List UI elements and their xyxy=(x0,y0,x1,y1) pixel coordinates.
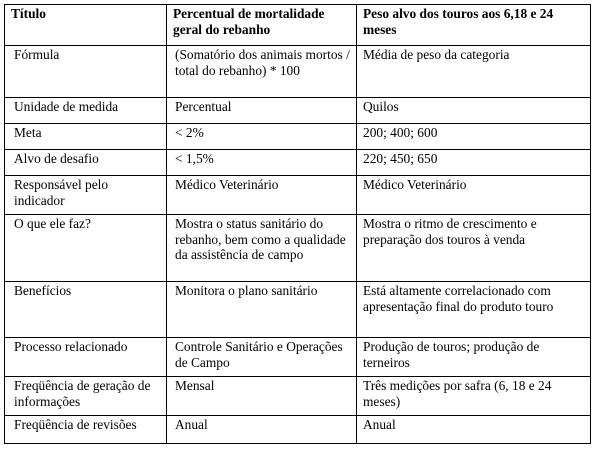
weight-value: Quilos xyxy=(356,97,591,124)
row-label: Responsável pelo indicador xyxy=(4,175,167,215)
mortality-value: Mostra o status sanitário do rebanho, be… xyxy=(166,214,357,282)
table-row-formula: Fórmula (Somatório dos animais mortos / … xyxy=(4,45,591,98)
row-label: Freqüência de geração de informações xyxy=(4,376,167,416)
weight-value: Está altamente correlacionado com aprese… xyxy=(356,281,591,338)
table-row-related-process: Processo relacionado Controle Sanitário … xyxy=(4,337,591,377)
table-row-challenge-target: Alvo de desafio < 1,5% 220; 450; 650 xyxy=(4,149,591,176)
table-row-unit: Unidade de medida Percentual Quilos xyxy=(4,97,591,124)
table-row-responsible: Responsável pelo indicador Médico Veteri… xyxy=(4,175,591,215)
row-label: Unidade de medida xyxy=(4,97,167,124)
mortality-value: < 1,5% xyxy=(166,149,357,176)
weight-value: Produção de touros; produção de terneiro… xyxy=(356,337,591,377)
row-label: Alvo de desafio xyxy=(4,149,167,176)
header-weight-cell: Peso alvo dos touros aos 6,18 e 24 meses xyxy=(356,4,591,46)
weight-value: 200; 400; 600 xyxy=(356,123,591,150)
table-row-generation-frequency: Freqüência de geração de informações Men… xyxy=(4,376,591,416)
row-label: O que ele faz? xyxy=(4,214,167,282)
weight-value: Média de peso da categoria xyxy=(356,45,591,98)
table-row-benefits: Benefícios Monitora o plano sanitário Es… xyxy=(4,281,591,338)
mortality-value: Percentual xyxy=(166,97,357,124)
mortality-value: Monitora o plano sanitário xyxy=(166,281,357,338)
indicator-table: Título Percentual de mortalidade geral d… xyxy=(4,4,591,444)
row-label: Processo relacionado xyxy=(4,337,167,377)
mortality-value: (Somatório dos animais mortos / total do… xyxy=(166,45,357,98)
table-row-review-frequency: Freqüência de revisões Anual Anual xyxy=(4,415,591,444)
mortality-value: Médico Veterinário xyxy=(166,175,357,215)
weight-value: Anual xyxy=(356,415,591,444)
row-label: Freqüência de revisões xyxy=(4,415,167,444)
row-label: Meta xyxy=(4,123,167,150)
table-header-row: Título Percentual de mortalidade geral d… xyxy=(4,4,591,46)
header-title-cell: Título xyxy=(4,4,167,46)
weight-value: Mostra o ritmo de crescimento e preparaç… xyxy=(356,214,591,282)
header-mortality-cell: Percentual de mortalidade geral do reban… xyxy=(166,4,357,46)
row-label: Fórmula xyxy=(4,45,167,98)
row-label: Benefícios xyxy=(4,281,167,338)
table-row-goal: Meta < 2% 200; 400; 600 xyxy=(4,123,591,150)
weight-value: Médico Veterinário xyxy=(356,175,591,215)
weight-value: Três medições por safra (6, 18 e 24 mese… xyxy=(356,376,591,416)
mortality-value: < 2% xyxy=(166,123,357,150)
mortality-value: Mensal xyxy=(166,376,357,416)
mortality-value: Anual xyxy=(166,415,357,444)
weight-value: 220; 450; 650 xyxy=(356,149,591,176)
mortality-value: Controle Sanitário e Operações de Campo xyxy=(166,337,357,377)
table-row-what-it-does: O que ele faz? Mostra o status sanitário… xyxy=(4,214,591,282)
